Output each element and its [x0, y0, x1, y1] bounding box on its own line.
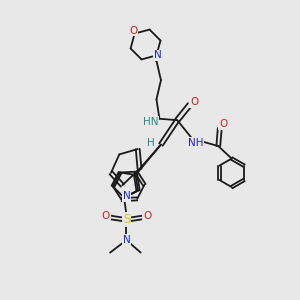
Text: O: O	[190, 97, 198, 107]
Text: N: N	[154, 50, 162, 60]
Text: S: S	[123, 213, 130, 226]
Text: N: N	[123, 191, 130, 201]
Text: HN: HN	[143, 117, 158, 127]
Text: NH: NH	[188, 138, 203, 148]
Text: O: O	[143, 211, 152, 221]
Text: O: O	[101, 211, 110, 221]
Text: O: O	[219, 119, 227, 129]
Text: H: H	[147, 138, 154, 148]
Text: O: O	[129, 26, 137, 36]
Text: N: N	[123, 235, 130, 245]
